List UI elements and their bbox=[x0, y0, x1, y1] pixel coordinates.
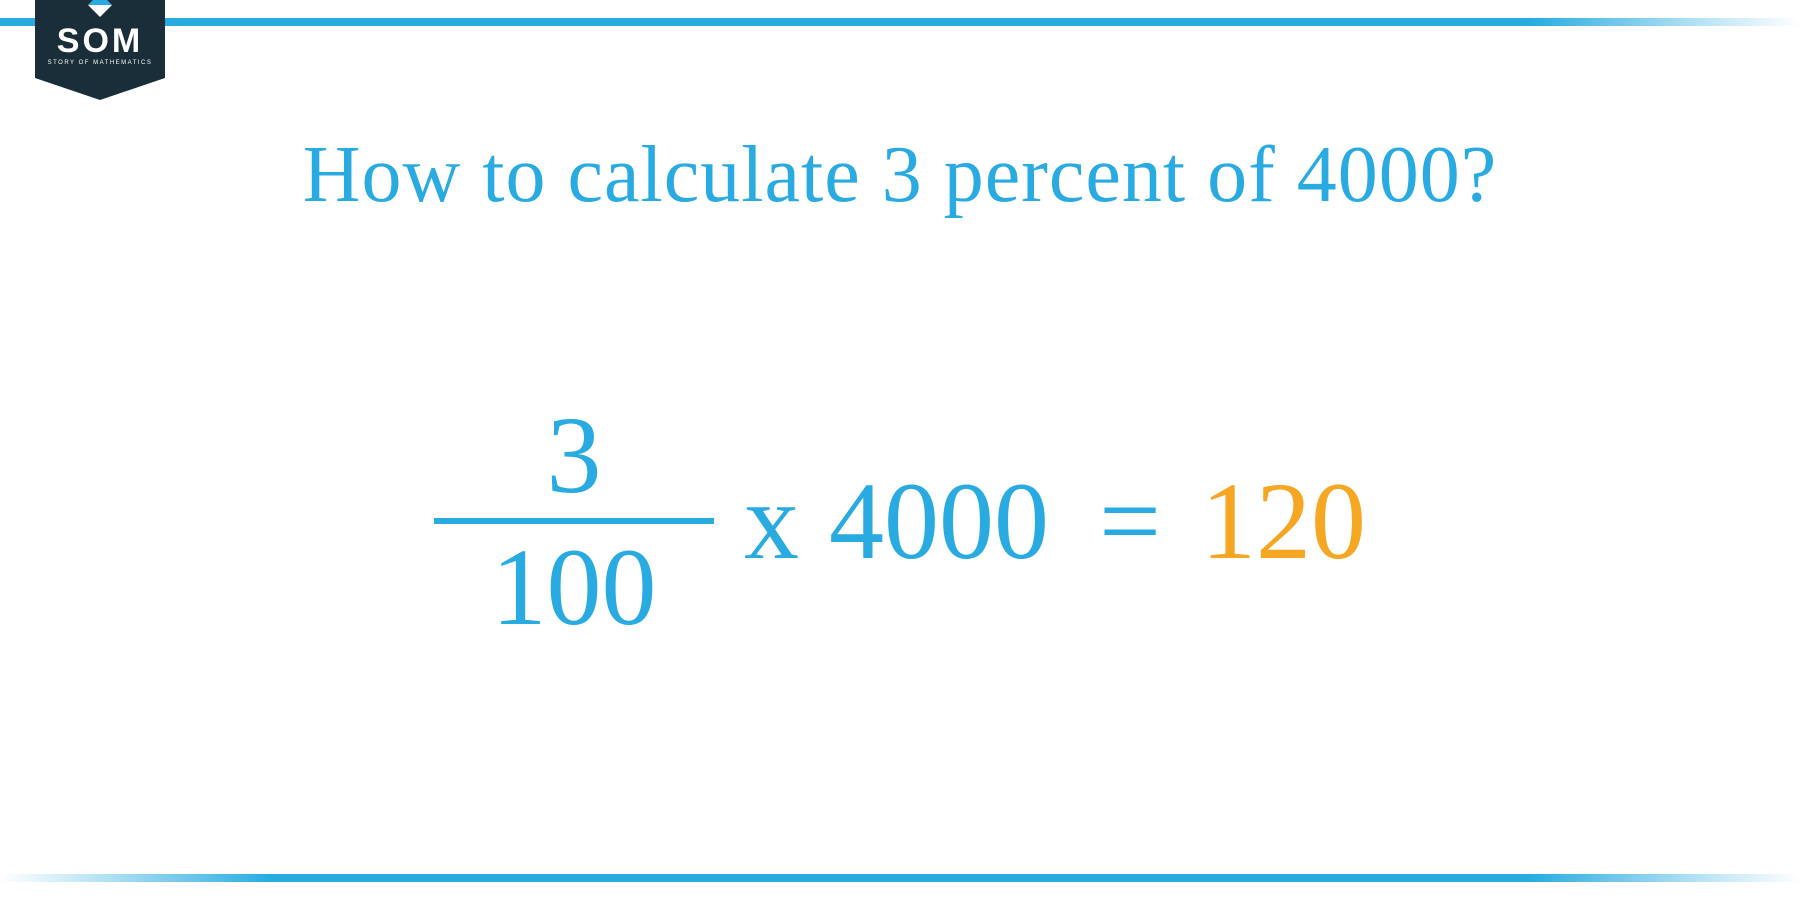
multiply-operator: x bbox=[744, 458, 799, 585]
logo-icon bbox=[80, 0, 120, 20]
bottom-border bbox=[0, 874, 1800, 882]
fraction-bar bbox=[434, 518, 714, 524]
operand: 4000 bbox=[829, 458, 1049, 585]
equation: 3 100 x 4000 = 120 bbox=[0, 400, 1800, 642]
result: 120 bbox=[1201, 458, 1366, 585]
logo-main-text: SOM bbox=[35, 22, 165, 61]
numerator: 3 bbox=[546, 400, 601, 510]
page-title: How to calculate 3 percent of 4000? bbox=[0, 130, 1800, 221]
content-area: How to calculate 3 percent of 4000? bbox=[0, 130, 1800, 221]
fraction: 3 100 bbox=[434, 400, 714, 642]
logo-badge: SOM STORY OF MATHEMATICS bbox=[35, 0, 165, 78]
top-border bbox=[0, 18, 1800, 26]
equals-sign: = bbox=[1099, 458, 1161, 585]
logo-sub-text: STORY OF MATHEMATICS bbox=[35, 60, 165, 66]
denominator: 100 bbox=[491, 532, 656, 642]
